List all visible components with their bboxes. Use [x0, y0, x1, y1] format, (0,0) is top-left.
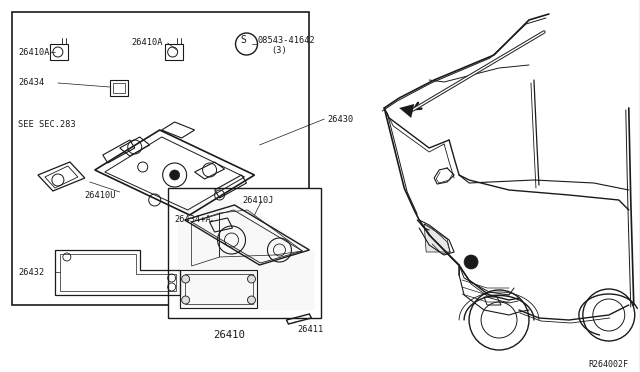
Text: 26411: 26411 [298, 325, 324, 334]
Text: SEE SEC.283: SEE SEC.283 [18, 120, 76, 129]
Text: (3): (3) [271, 46, 287, 55]
Polygon shape [399, 104, 414, 118]
Text: 26434+A: 26434+A [175, 215, 211, 224]
Text: 26410: 26410 [214, 330, 246, 340]
Text: 26410U: 26410U [85, 191, 116, 200]
Text: 26434: 26434 [18, 78, 44, 87]
Text: 26410A: 26410A [18, 48, 49, 57]
Polygon shape [178, 200, 314, 310]
Text: 26430: 26430 [327, 115, 354, 124]
Text: 08543-41642: 08543-41642 [257, 36, 316, 45]
Polygon shape [168, 188, 321, 318]
Polygon shape [424, 224, 450, 252]
Text: S: S [241, 35, 246, 45]
Text: 26410A: 26410A [132, 38, 163, 47]
Circle shape [248, 296, 255, 304]
Circle shape [248, 275, 255, 283]
Polygon shape [12, 12, 309, 305]
Text: R264002F: R264002F [589, 360, 629, 369]
Circle shape [464, 255, 478, 269]
Circle shape [182, 296, 189, 304]
Circle shape [170, 170, 180, 180]
Text: 26410J: 26410J [243, 196, 274, 205]
Text: 26432: 26432 [18, 268, 44, 277]
Circle shape [182, 275, 189, 283]
